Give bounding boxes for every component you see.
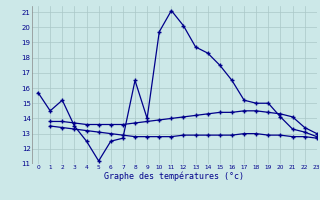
X-axis label: Graphe des températures (°c): Graphe des températures (°c): [104, 172, 244, 181]
